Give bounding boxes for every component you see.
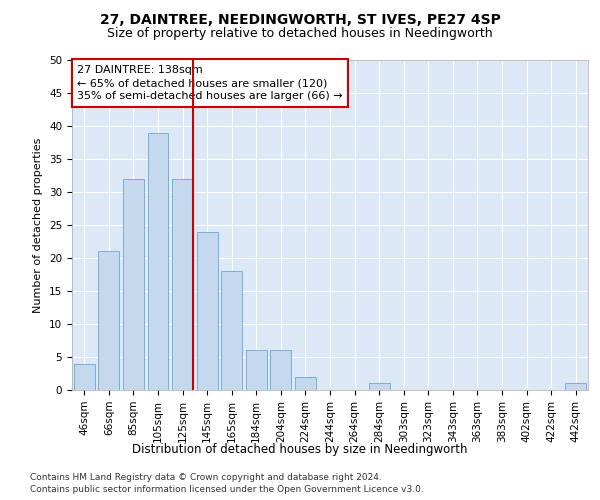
Bar bbox=[197, 232, 218, 390]
Bar bbox=[565, 384, 586, 390]
Bar bbox=[123, 179, 144, 390]
Bar bbox=[295, 377, 316, 390]
Bar bbox=[271, 350, 292, 390]
Bar bbox=[246, 350, 267, 390]
Bar bbox=[368, 384, 389, 390]
Bar bbox=[148, 132, 169, 390]
Bar bbox=[74, 364, 95, 390]
Bar bbox=[98, 252, 119, 390]
Text: 27 DAINTREE: 138sqm
← 65% of detached houses are smaller (120)
35% of semi-detac: 27 DAINTREE: 138sqm ← 65% of detached ho… bbox=[77, 65, 343, 102]
Text: Contains HM Land Registry data © Crown copyright and database right 2024.: Contains HM Land Registry data © Crown c… bbox=[30, 472, 382, 482]
Text: Distribution of detached houses by size in Needingworth: Distribution of detached houses by size … bbox=[132, 442, 468, 456]
Bar bbox=[172, 179, 193, 390]
Bar bbox=[221, 271, 242, 390]
Text: Size of property relative to detached houses in Needingworth: Size of property relative to detached ho… bbox=[107, 28, 493, 40]
Text: Contains public sector information licensed under the Open Government Licence v3: Contains public sector information licen… bbox=[30, 485, 424, 494]
Text: 27, DAINTREE, NEEDINGWORTH, ST IVES, PE27 4SP: 27, DAINTREE, NEEDINGWORTH, ST IVES, PE2… bbox=[100, 12, 500, 26]
Y-axis label: Number of detached properties: Number of detached properties bbox=[34, 138, 43, 312]
